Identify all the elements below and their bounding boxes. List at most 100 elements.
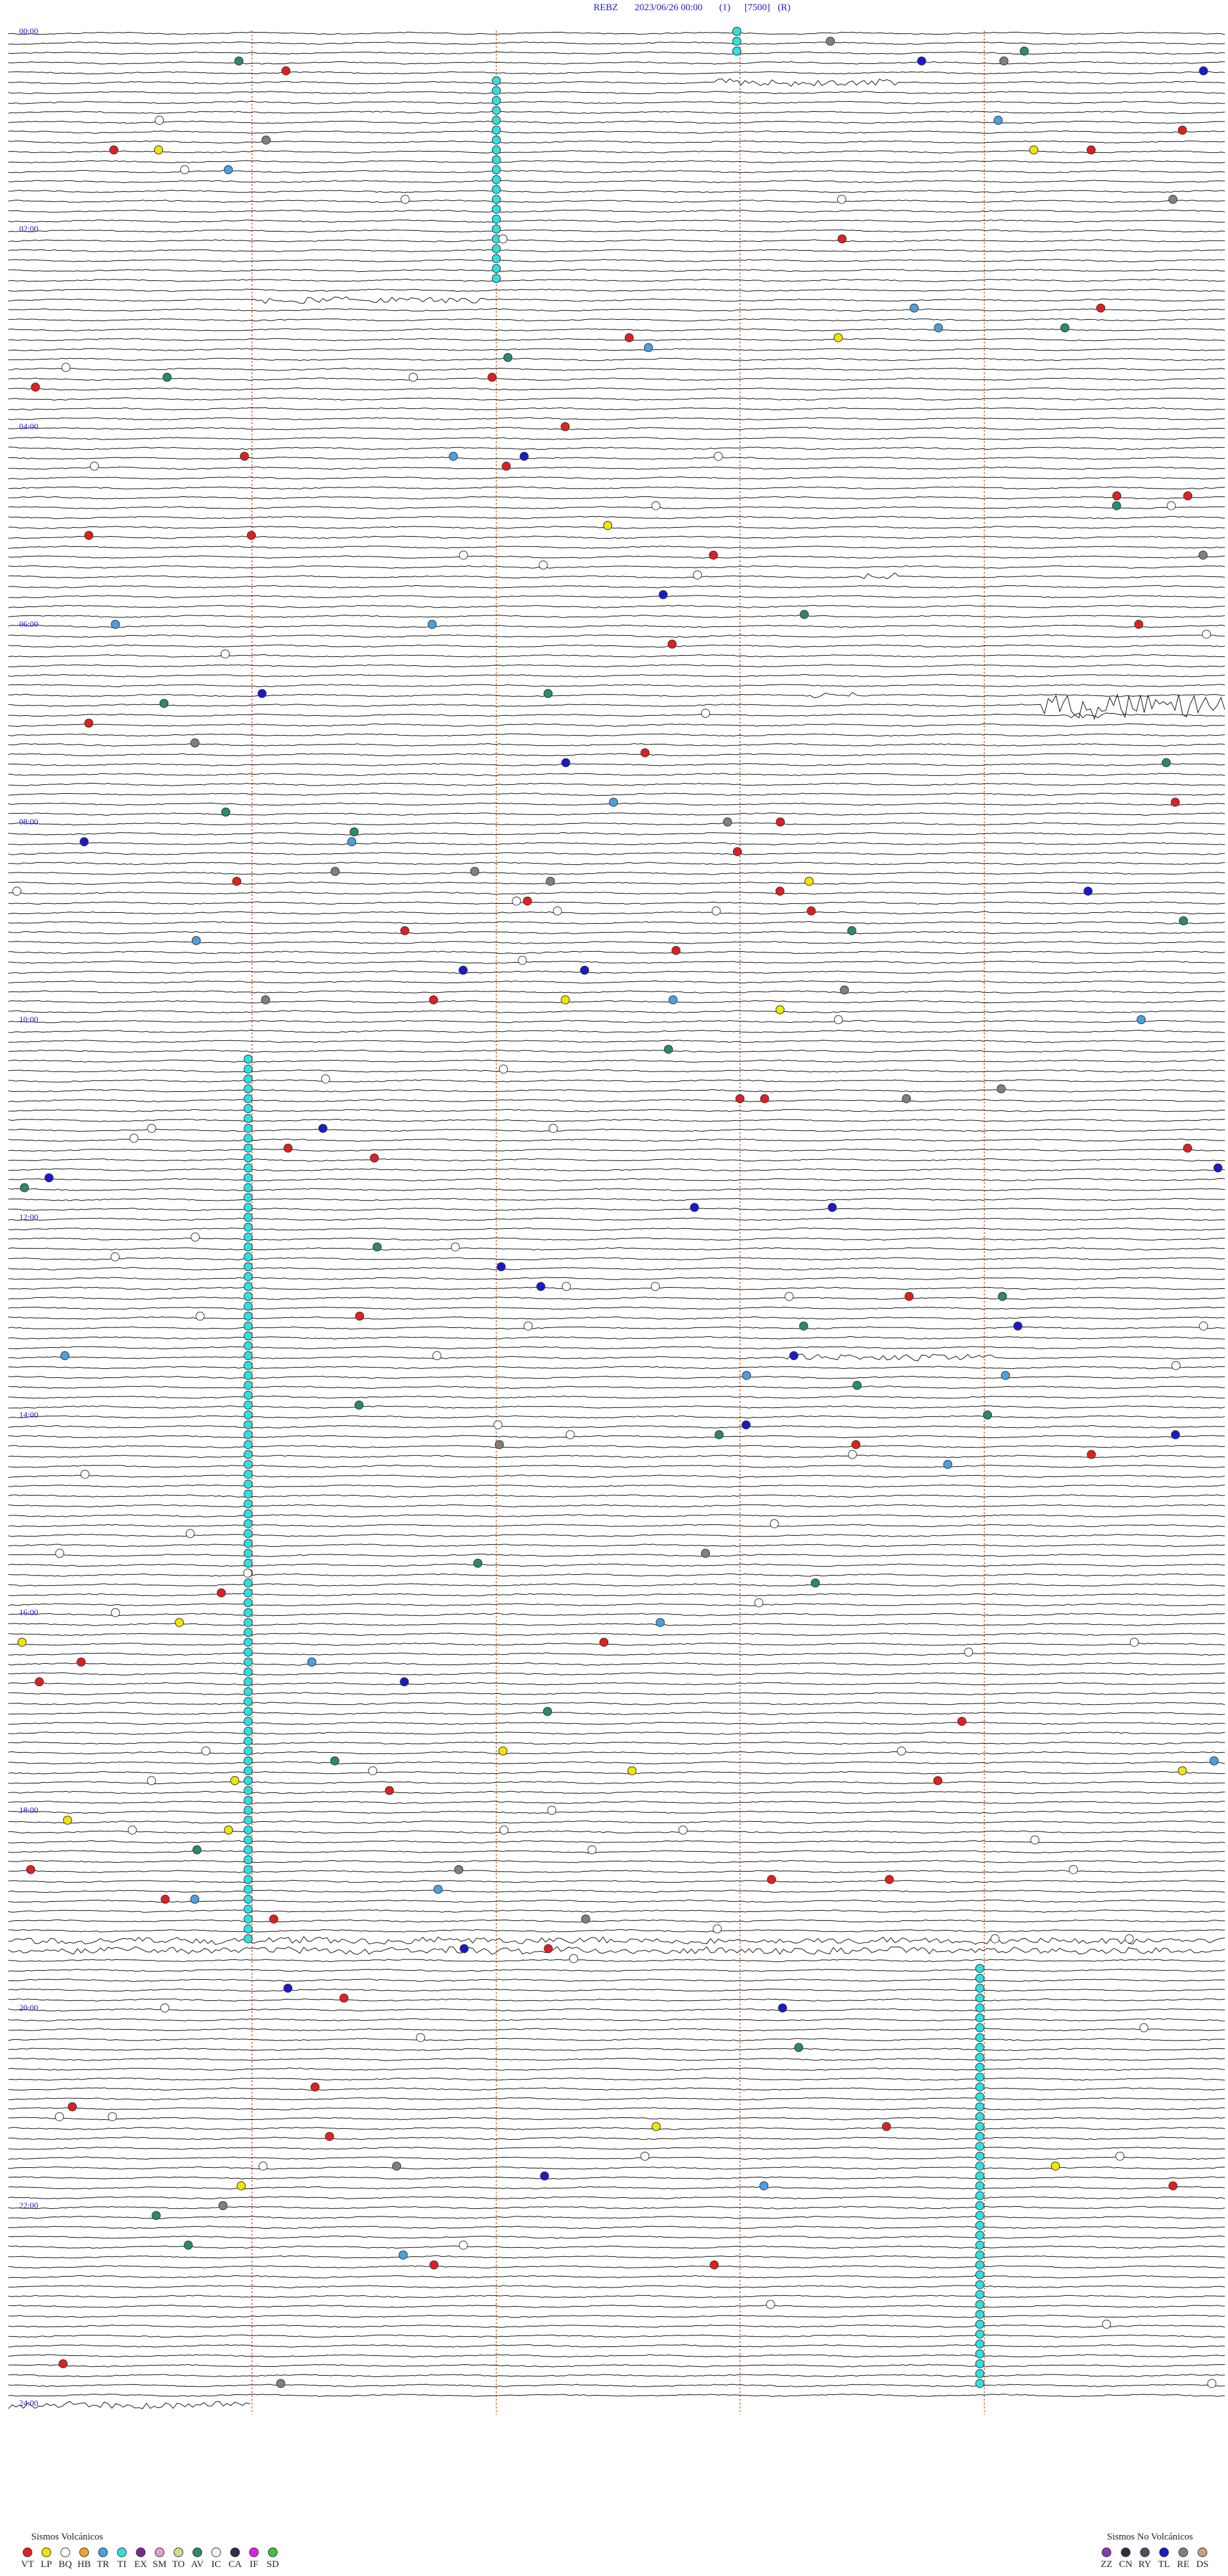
trace xyxy=(8,347,1225,351)
trace xyxy=(8,763,1225,766)
event-marker xyxy=(244,1825,253,1835)
trace xyxy=(8,753,1225,757)
event-marker xyxy=(671,945,681,955)
trace xyxy=(8,1020,1225,1023)
event-marker xyxy=(1102,2319,1112,2329)
event-marker xyxy=(975,2062,984,2072)
trace xyxy=(8,812,1225,816)
event-marker xyxy=(492,86,501,95)
event-marker xyxy=(330,867,340,876)
event-marker xyxy=(244,1697,253,1707)
trace xyxy=(8,2028,1225,2032)
trace xyxy=(8,2156,1225,2160)
event-marker xyxy=(473,1558,483,1568)
event-marker xyxy=(498,234,508,244)
event-marker xyxy=(35,1677,44,1687)
trace xyxy=(8,2225,1225,2229)
trace xyxy=(8,219,1225,223)
event-marker xyxy=(492,135,501,145)
event-marker xyxy=(244,1302,253,1311)
trace xyxy=(8,130,1225,134)
trace xyxy=(8,1731,1225,1735)
trace xyxy=(8,338,1225,342)
event-marker xyxy=(492,274,501,283)
event-marker xyxy=(519,452,529,461)
event-marker xyxy=(766,2300,775,2309)
station: REBZ xyxy=(594,3,618,13)
trace xyxy=(8,2126,1225,2130)
trace xyxy=(8,1672,1225,1676)
event-marker xyxy=(492,244,501,253)
event-marker xyxy=(656,1618,665,1627)
trace xyxy=(8,249,1225,253)
trace xyxy=(8,674,1225,677)
event-marker xyxy=(693,570,702,580)
legend-label: CA xyxy=(228,2559,242,2570)
trace xyxy=(8,61,1225,65)
trace xyxy=(8,1306,1225,1310)
event-marker xyxy=(230,1776,240,1785)
event-marker xyxy=(492,155,501,164)
trace xyxy=(8,170,1225,173)
event-marker xyxy=(307,1657,317,1667)
event-marker xyxy=(975,2369,984,2378)
trace xyxy=(8,446,1225,450)
trace xyxy=(8,2314,1225,2318)
legend-label: IC xyxy=(212,2559,221,2570)
trace xyxy=(8,990,1225,994)
header: REBZ 2023/06/26 00:00 (1) [7500] (R) xyxy=(594,3,791,13)
trace xyxy=(8,1208,1225,1211)
event-marker xyxy=(723,818,732,826)
event-marker xyxy=(1169,2181,1178,2191)
trace xyxy=(8,2215,1225,2219)
event-marker xyxy=(1199,66,1208,75)
event-marker xyxy=(627,1766,637,1776)
event-marker xyxy=(276,2379,285,2389)
event-marker xyxy=(493,1420,503,1430)
event-marker xyxy=(244,1727,253,1736)
event-marker xyxy=(975,2329,984,2339)
trace xyxy=(8,476,1225,480)
event-marker xyxy=(244,1885,253,1894)
trace xyxy=(8,1524,1225,1528)
event-marker xyxy=(384,1786,394,1796)
trace xyxy=(8,654,1225,658)
trace xyxy=(8,1168,1225,1172)
trace xyxy=(8,358,1225,361)
event-marker xyxy=(847,1450,857,1459)
event-marker xyxy=(244,1480,253,1489)
trace xyxy=(8,1682,1225,1686)
legend-label: RE xyxy=(1177,2559,1189,2570)
event-marker xyxy=(794,2043,803,2052)
event-marker xyxy=(492,96,501,106)
trace xyxy=(8,1890,1225,1893)
event-marker xyxy=(190,1895,200,1904)
trace xyxy=(8,1059,1225,1063)
event-marker xyxy=(833,333,843,342)
trace xyxy=(8,1247,1225,1251)
event-marker xyxy=(244,1242,253,1252)
event-marker xyxy=(244,1311,253,1321)
event-marker xyxy=(240,452,249,461)
event-marker xyxy=(603,521,613,530)
time-label: 16:00 xyxy=(19,1608,38,1617)
event-marker xyxy=(244,1578,253,1588)
trace xyxy=(8,862,1225,865)
trace xyxy=(8,535,1225,539)
time-label: 20:00 xyxy=(19,2003,38,2012)
trace xyxy=(8,288,1225,292)
trace xyxy=(8,1227,1225,1231)
event-marker xyxy=(1060,323,1070,333)
event-marker xyxy=(244,1292,253,1301)
event-marker xyxy=(993,116,1003,125)
event-marker xyxy=(492,264,501,273)
trace xyxy=(8,1148,1225,1152)
trace xyxy=(8,2037,1225,2041)
event-marker xyxy=(427,620,437,629)
trace xyxy=(8,2067,1225,2071)
trace xyxy=(8,572,1225,580)
trace xyxy=(8,1386,1225,1389)
trace xyxy=(8,1049,1225,1053)
trace xyxy=(8,2344,1225,2348)
